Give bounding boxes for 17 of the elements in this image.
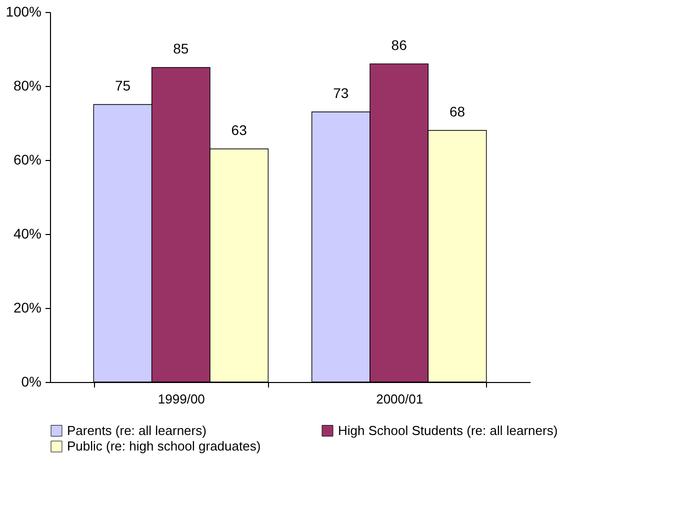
data-label: 68	[449, 103, 466, 120]
data-label: 73	[333, 84, 349, 101]
y-tick-label: 20%	[13, 300, 42, 316]
y-tick-label: 0%	[21, 374, 42, 390]
legend-label: Public (re: high school graduates)	[67, 438, 261, 454]
legend-label: Parents (re: all learners)	[67, 422, 206, 438]
y-tick-label: 80%	[13, 78, 42, 94]
data-label: 63	[231, 122, 248, 138]
x-tick-label: 1999/00	[158, 392, 205, 406]
y-tick-label: 40%	[13, 226, 42, 242]
legend-label: High School Students (re: all learners)	[338, 422, 558, 438]
data-label: 75	[114, 78, 131, 94]
y-tick-label: 60%	[13, 152, 42, 168]
x-tick-label: 2000/01	[376, 392, 424, 406]
data-label: 86	[391, 36, 408, 53]
data-label: 85	[173, 40, 189, 56]
y-tick-label: 100%	[6, 4, 42, 20]
